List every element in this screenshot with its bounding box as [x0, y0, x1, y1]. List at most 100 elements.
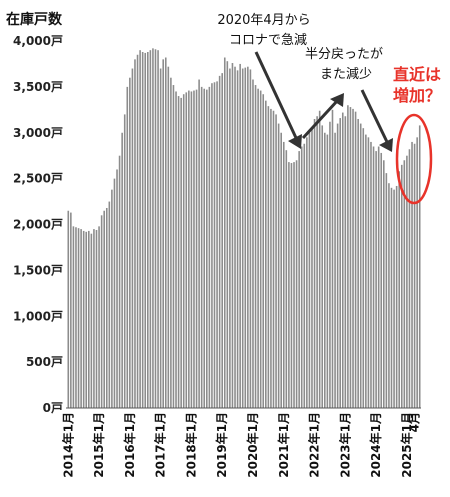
bar	[72, 226, 75, 408]
bar	[308, 132, 311, 408]
bar	[190, 91, 193, 409]
bar	[241, 68, 244, 409]
bar	[380, 152, 383, 408]
bar	[408, 149, 411, 408]
bar	[403, 160, 406, 408]
bar	[254, 85, 257, 408]
bar	[213, 82, 216, 408]
bar	[295, 160, 298, 408]
bar	[105, 207, 108, 408]
covid-drop-arrow	[254, 51, 302, 149]
bar	[70, 212, 72, 408]
y-tick-label: 1,500戸	[13, 263, 63, 277]
bar	[216, 81, 218, 409]
bar	[324, 132, 326, 408]
bar	[290, 163, 293, 408]
y-tick-label: 3,500戸	[13, 80, 63, 94]
bar	[334, 132, 336, 408]
bar	[134, 59, 136, 408]
bar	[121, 132, 123, 408]
decline-arrow	[360, 89, 393, 152]
bar	[180, 97, 182, 408]
bar	[336, 123, 339, 408]
recent-increase-highlight-ellipse	[395, 113, 433, 205]
bar	[349, 107, 352, 408]
bar	[206, 89, 208, 408]
bar	[90, 233, 93, 408]
recent-increase-note-line1: 直近は	[393, 65, 441, 84]
bar	[252, 79, 254, 408]
bar	[418, 125, 421, 408]
bar	[147, 52, 149, 408]
bar	[226, 61, 229, 408]
bar	[265, 100, 267, 408]
y-tick-label: 3,000戸	[13, 126, 63, 140]
x-tick-label: 2021年1月	[276, 412, 291, 478]
bar	[306, 137, 308, 408]
bar	[280, 132, 282, 408]
bar	[398, 171, 400, 408]
bar	[341, 112, 344, 408]
bar	[352, 108, 354, 409]
bar	[359, 123, 362, 408]
bar	[208, 86, 211, 409]
x-tick-label: 2015年1月	[91, 412, 106, 478]
bar	[162, 59, 164, 408]
bar	[223, 57, 226, 408]
x-axis-ticks: 2014年1月 2015年1月 2016年1月 2017年1月 2018年1月 2019年…	[60, 412, 421, 478]
x-tick-label: 2018年1月	[183, 412, 198, 478]
y-tick-label: 2,500戸	[13, 172, 63, 186]
bar	[239, 63, 241, 408]
bar	[182, 94, 185, 408]
bar	[193, 90, 195, 409]
bar	[141, 52, 144, 408]
bar	[159, 68, 162, 409]
bar	[131, 68, 134, 409]
bar	[144, 52, 147, 409]
bar	[303, 143, 306, 408]
bar	[354, 111, 357, 409]
bar	[203, 88, 206, 409]
bar	[385, 173, 388, 408]
bar	[377, 146, 380, 408]
y-tick-label: 1,000戸	[13, 309, 63, 323]
bar	[185, 92, 188, 408]
bar	[318, 110, 321, 408]
bar	[406, 155, 408, 408]
bar	[118, 155, 121, 408]
bar	[172, 85, 175, 408]
bar	[126, 86, 129, 409]
bar	[167, 66, 170, 408]
y-tick-label: 0戸	[43, 401, 63, 415]
bar	[249, 69, 252, 408]
bar	[375, 151, 377, 408]
bar	[221, 73, 223, 409]
bar	[164, 57, 167, 408]
bar	[257, 88, 259, 409]
bar	[100, 215, 103, 408]
bar	[129, 77, 131, 408]
y-axis-ticks: 0戸 500戸 1,000戸 1,500戸 2,000戸 2,500戸 3,000戸 3,50…	[13, 34, 63, 415]
bar	[149, 50, 152, 409]
x-tick-label: 2016年1月	[122, 412, 137, 478]
bar	[383, 160, 385, 408]
bar	[113, 178, 116, 409]
x-tick-label: 2023年1月	[337, 412, 352, 478]
half-recovery-note-line1: 半分戻ったが	[305, 47, 383, 62]
bar	[367, 137, 370, 408]
half-recovery-note-line2: また減少	[320, 66, 372, 82]
bar	[372, 146, 375, 408]
bar	[82, 230, 85, 408]
y-tick-label: 500戸	[26, 355, 63, 369]
covid-drop-note-line1: 2020年4月から	[217, 13, 310, 28]
bar	[175, 91, 177, 409]
bar	[80, 229, 82, 408]
bar	[362, 128, 365, 408]
bar	[316, 116, 318, 409]
bars	[67, 48, 421, 409]
bar	[272, 110, 275, 408]
bar	[321, 125, 324, 408]
bar	[285, 150, 288, 408]
bar	[262, 94, 265, 408]
